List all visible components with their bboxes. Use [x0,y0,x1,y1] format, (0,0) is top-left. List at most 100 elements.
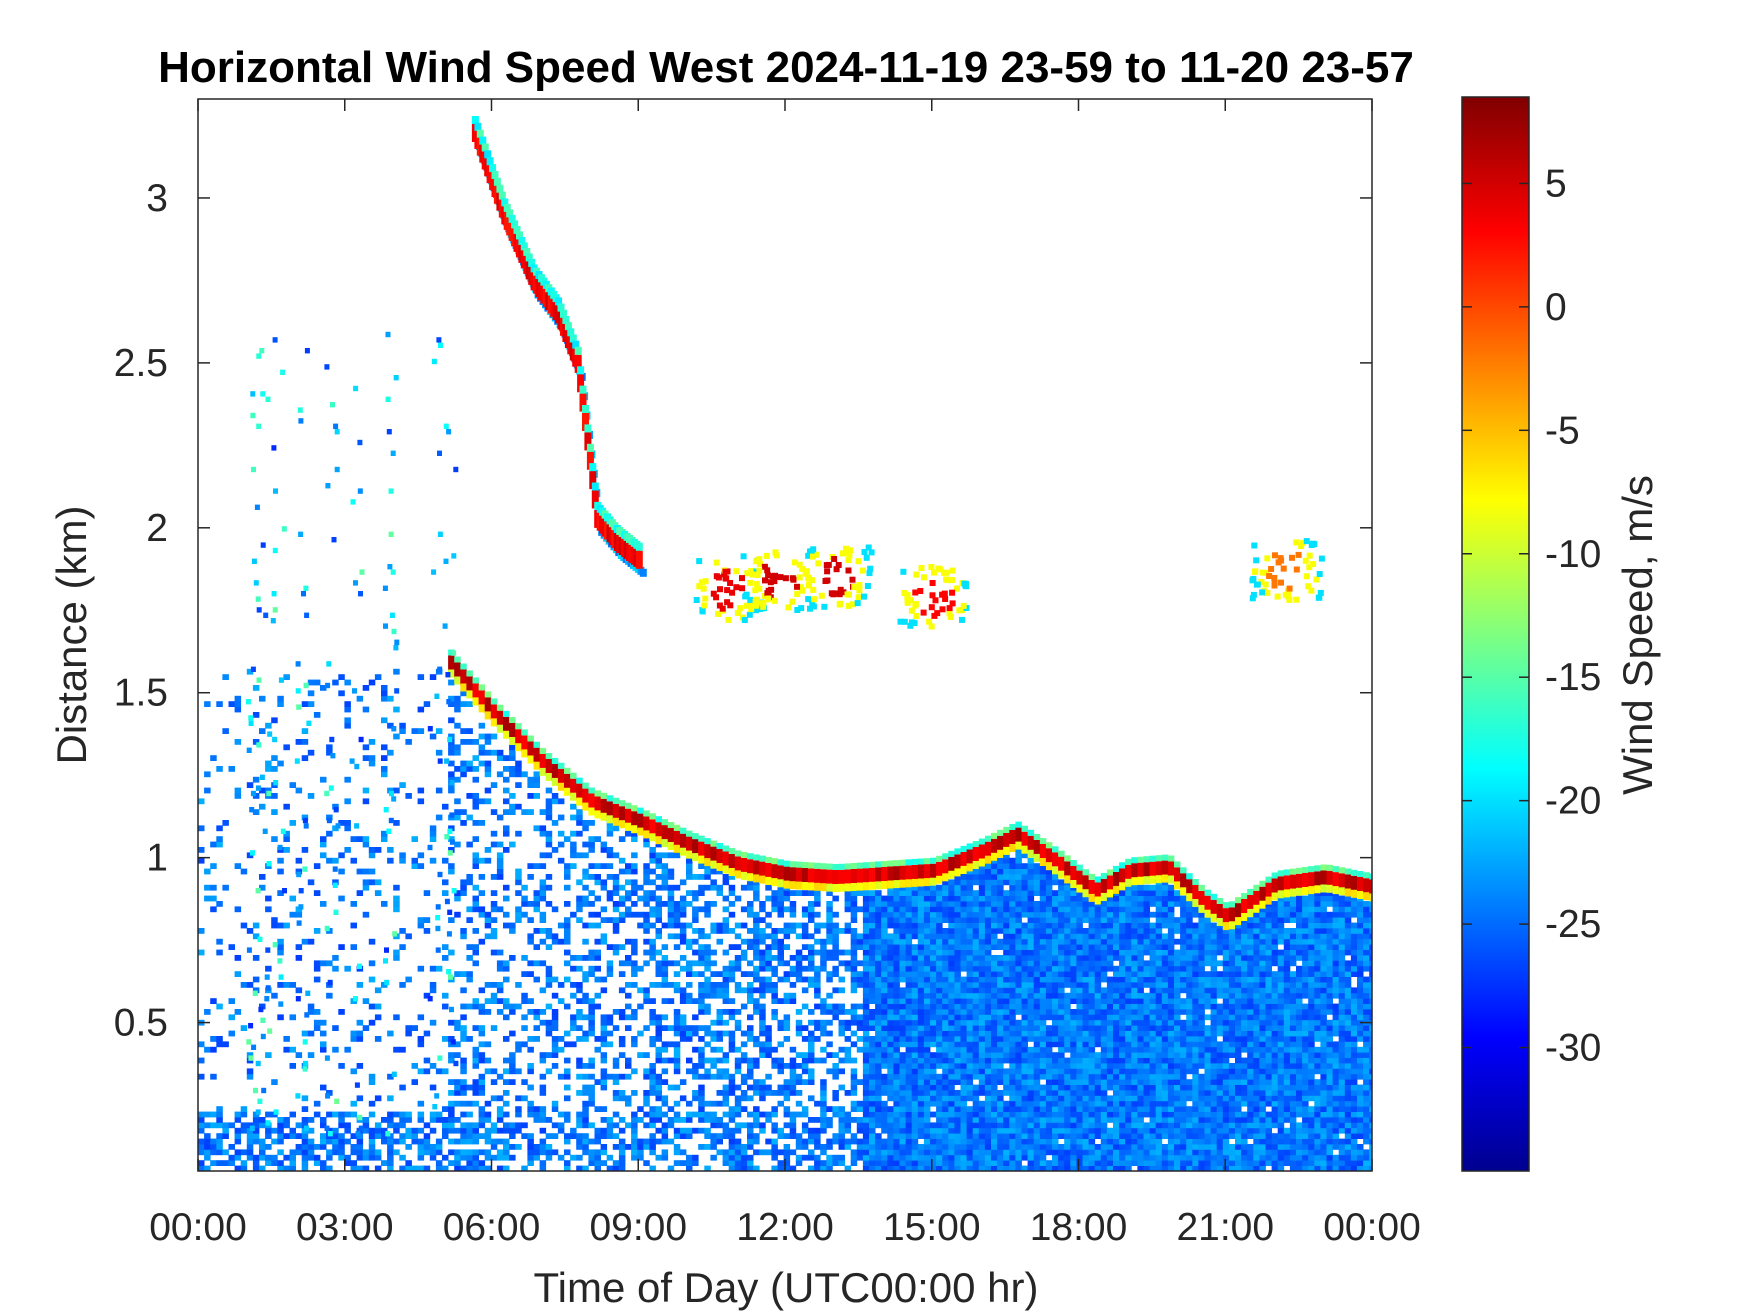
heatmap-cell [1015,868,1022,875]
heatmap-cell [1045,842,1053,849]
heatmap-cell [838,1133,845,1139]
heatmap-cell [1052,1052,1059,1058]
heatmap-cell [869,1122,876,1129]
heatmap-cell [972,1014,980,1021]
heatmap-cell [1033,1106,1041,1112]
heatmap-cell [570,1014,577,1021]
heatmap-cell [679,965,687,972]
heatmap-cell [936,949,943,956]
heatmap-cell [801,868,809,884]
heatmap-cell [1094,1165,1102,1171]
heatmap-cell [991,982,998,988]
heatmap-cell [600,906,608,913]
heatmap-cell [387,1117,394,1123]
heatmap-cell [954,1095,961,1102]
heatmap-cell [271,1127,278,1134]
heatmap-cell [643,987,650,994]
heatmap-cell [759,901,766,907]
heatmap-cell [661,1122,669,1129]
heatmap-cell [771,1046,778,1053]
heatmap-cell [991,1165,998,1171]
heatmap-cell [1052,1117,1059,1123]
heatmap-cell [844,1117,852,1123]
heatmap-cell [265,1144,272,1150]
heatmap-cell [576,783,583,800]
heatmap-cell [1058,884,1065,891]
heatmap-cell [1033,853,1041,862]
heatmap-cell [393,949,400,956]
heatmap-cell [283,982,290,988]
heatmap-cell [1015,1154,1022,1161]
heatmap-cell [917,901,925,907]
heatmap-cell [326,1149,333,1156]
heatmap-cell [356,1036,364,1042]
heatmap-cell [649,911,656,918]
heatmap-cell [869,944,876,950]
heatmap-cell [783,1014,791,1021]
heatmap-cell [515,760,522,767]
heatmap-cell [252,793,260,799]
heatmap-cell [1058,982,1065,988]
heatmap-cell [911,965,919,972]
heatmap-cell [289,782,296,788]
heatmap-cell [1076,971,1083,977]
heatmap-cell [917,1068,925,1075]
heatmap-cell [820,869,827,886]
heatmap-cell [484,691,492,698]
heatmap-cell [923,1122,931,1129]
heatmap-cell [1027,933,1035,940]
heatmap-cell [1082,1052,1089,1058]
heatmap-cell [747,879,754,886]
heatmap-cell [942,1019,949,1026]
heatmap-cell [893,1041,900,1048]
heatmap-cell [984,992,992,999]
heatmap-cell [350,1149,357,1156]
heatmap-cell [991,992,998,999]
heatmap-cell [759,965,766,972]
heatmap-cell [350,1068,357,1075]
heatmap-cell [228,1154,235,1161]
heatmap-cell [588,1014,595,1021]
heatmap-cell [399,1165,406,1171]
heatmap-cell [460,1133,467,1139]
heatmap-cell [545,1149,553,1156]
heatmap-cell [820,1117,827,1123]
heatmap-cell [448,836,455,842]
heatmap-cell [1033,1165,1041,1171]
heatmap-cell [625,895,632,902]
heatmap-cell [478,1122,486,1129]
heatmap-cell [911,906,919,913]
heatmap-cell [1015,1052,1022,1058]
heatmap-cell [844,1019,852,1026]
heatmap-cell [1009,1165,1016,1171]
heatmap-cell [435,728,443,734]
heatmap-cell [490,992,498,999]
heatmap-cell [978,965,986,972]
heatmap-cell [618,971,626,977]
heatmap-cell [960,938,967,945]
heatmap-cell [997,1100,1004,1107]
heatmap-cell [930,1030,937,1037]
heatmap-cell [1045,1133,1053,1139]
heatmap-cell [673,830,681,847]
heatmap-cell [466,1084,473,1091]
heatmap-cell [1064,1003,1071,1010]
heatmap-cell [472,755,479,761]
heatmap-cell [747,1084,754,1091]
heatmap-cell [1027,938,1035,945]
heatmap-cell [588,1095,595,1102]
heatmap-cell [655,928,662,934]
heatmap-cell [1009,949,1016,956]
heatmap-cell [1003,1090,1010,1096]
heatmap-cell [722,928,730,934]
heatmap-cell [881,944,888,950]
heatmap-cell [905,1014,913,1021]
heatmap-cell [368,1149,376,1156]
heatmap-cell [448,868,455,875]
heatmap-cell [338,1009,345,1015]
heatmap-cell [820,938,827,945]
heatmap-cell [875,1057,882,1064]
heatmap-cell [948,895,955,902]
heatmap-cell [899,1100,906,1107]
heatmap-cell [704,949,711,956]
